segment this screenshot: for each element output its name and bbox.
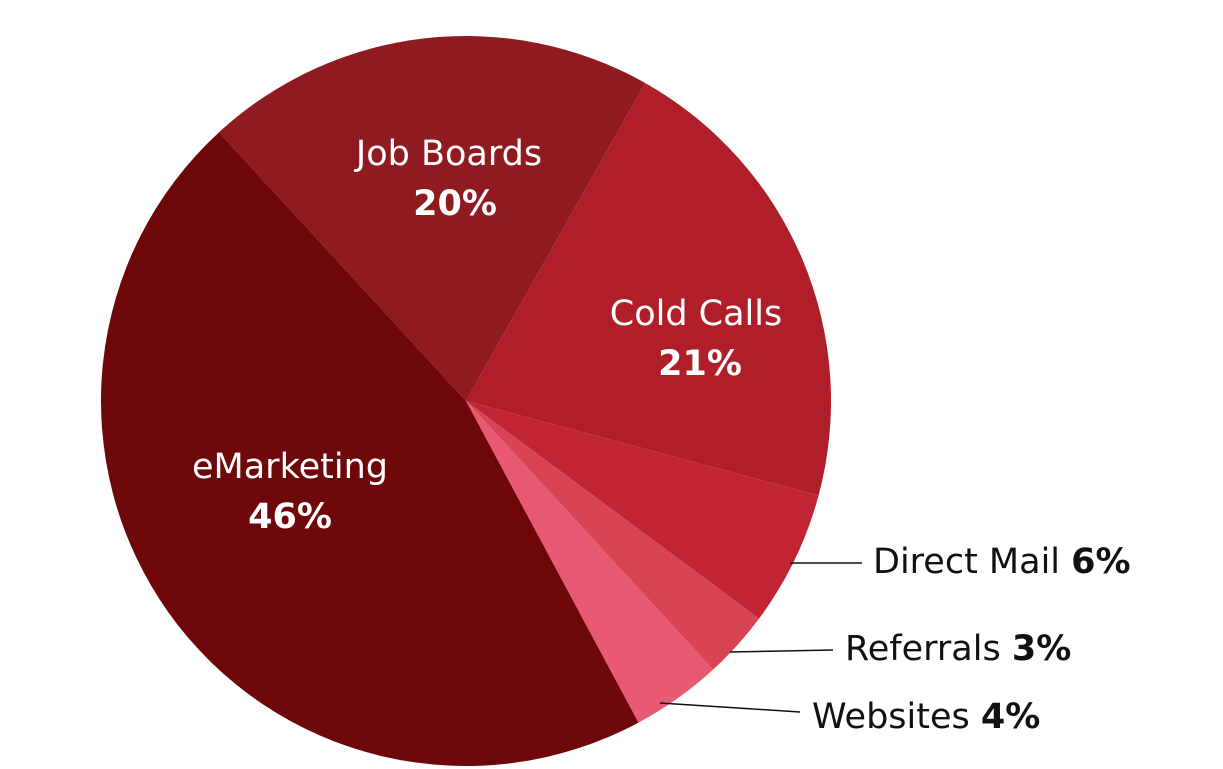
slice-value: 3% xyxy=(1012,629,1071,669)
slice-label: Referrals 3% xyxy=(845,629,1071,669)
pie-slice xyxy=(466,401,760,670)
slice-name: Direct Mail xyxy=(873,542,1060,582)
slice-label: Direct Mail 6% xyxy=(873,542,1131,582)
slice-value: 4% xyxy=(981,697,1040,737)
slice-label: Cold Calls xyxy=(610,294,783,334)
slice-value: 21% xyxy=(658,344,742,384)
pie-slice xyxy=(100,132,639,767)
leader-line xyxy=(729,649,834,653)
slice-value: 20% xyxy=(413,184,497,224)
slice-label: Websites 4% xyxy=(812,697,1040,737)
leader-line xyxy=(659,702,801,713)
pie-slice xyxy=(466,401,819,619)
pie-slice xyxy=(466,401,714,723)
pie-slice xyxy=(218,36,646,401)
slice-label: Job Boards xyxy=(354,134,542,174)
slice-name: Referrals xyxy=(845,629,1001,669)
pie-slice xyxy=(466,83,831,496)
slice-name: Websites xyxy=(812,697,970,737)
slice-value: 6% xyxy=(1071,542,1130,582)
slice-label: eMarketing xyxy=(192,447,388,487)
slice-value: 46% xyxy=(248,497,332,537)
